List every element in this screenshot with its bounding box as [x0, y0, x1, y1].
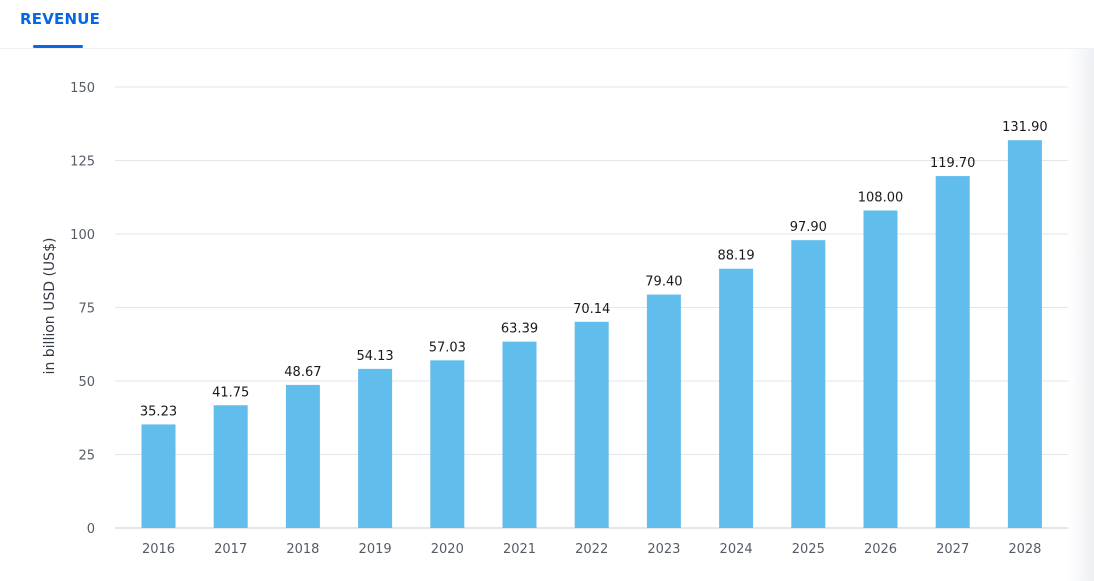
data-label: 79.40: [645, 275, 682, 290]
data-label: 108.00: [858, 190, 904, 205]
bar: [358, 368, 393, 528]
bar: [213, 405, 248, 528]
data-label: 119.70: [930, 156, 976, 171]
x-tick-label: 2022: [575, 542, 608, 557]
bar: [935, 176, 970, 528]
scroll-shadow: [1068, 49, 1094, 581]
bar: [502, 341, 537, 528]
active-tab-indicator: [33, 45, 83, 48]
data-label: 57.03: [429, 340, 466, 355]
x-tick-label: 2021: [503, 542, 536, 557]
bar: [791, 240, 826, 528]
x-tick-label: 2016: [142, 542, 175, 557]
data-label: 41.75: [212, 385, 249, 400]
bar: [719, 268, 754, 528]
x-tick-label: 2018: [286, 542, 319, 557]
x-tick-label: 2028: [1008, 542, 1041, 557]
y-axis-ticks: 0 25 50 75 100 125 150: [70, 81, 95, 537]
x-tick-label: 2026: [864, 542, 897, 557]
x-tick-label: 2024: [720, 542, 753, 557]
data-labels: 35.23 41.75 48.67 54.13 57.03 63.39 70.14 79.40…: [140, 120, 1048, 419]
bars: [141, 140, 1042, 529]
data-label: 63.39: [501, 322, 538, 337]
grid-lines: [115, 86, 1068, 529]
data-label: 131.90: [1002, 120, 1048, 135]
bar: [646, 294, 681, 528]
x-tick-label: 2017: [214, 542, 247, 557]
bar: [1007, 140, 1042, 529]
y-tick-label: 50: [78, 375, 95, 390]
y-tick-label: 25: [78, 449, 95, 464]
bar: [574, 321, 609, 528]
x-tick-label: 2027: [936, 542, 969, 557]
y-tick-label: 150: [70, 81, 95, 96]
bar: [863, 210, 898, 529]
x-tick-label: 2019: [359, 542, 392, 557]
tab-revenue[interactable]: REVENUE: [20, 10, 101, 28]
x-axis-ticks: 2016 2017 2018 2019 2020 2021 2022 2023 2024 2025…: [142, 542, 1041, 557]
data-label: 54.13: [356, 349, 393, 364]
data-label: 35.23: [140, 404, 177, 419]
x-tick-label: 2023: [647, 542, 680, 557]
data-label: 70.14: [573, 302, 610, 317]
bar: [430, 360, 465, 528]
data-label: 48.67: [284, 365, 321, 380]
y-tick-label: 0: [87, 522, 95, 537]
y-tick-label: 125: [70, 155, 95, 170]
y-axis-title: in billion USD (US$): [42, 238, 58, 375]
x-tick-label: 2020: [431, 542, 464, 557]
x-tick-label: 2025: [792, 542, 825, 557]
tab-bar: REVENUE: [0, 0, 1094, 49]
bar: [141, 424, 176, 528]
bar: [285, 384, 320, 528]
data-label: 88.19: [717, 249, 754, 264]
y-tick-label: 100: [70, 228, 95, 243]
data-label: 97.90: [790, 220, 827, 235]
y-tick-label: 75: [78, 302, 95, 317]
